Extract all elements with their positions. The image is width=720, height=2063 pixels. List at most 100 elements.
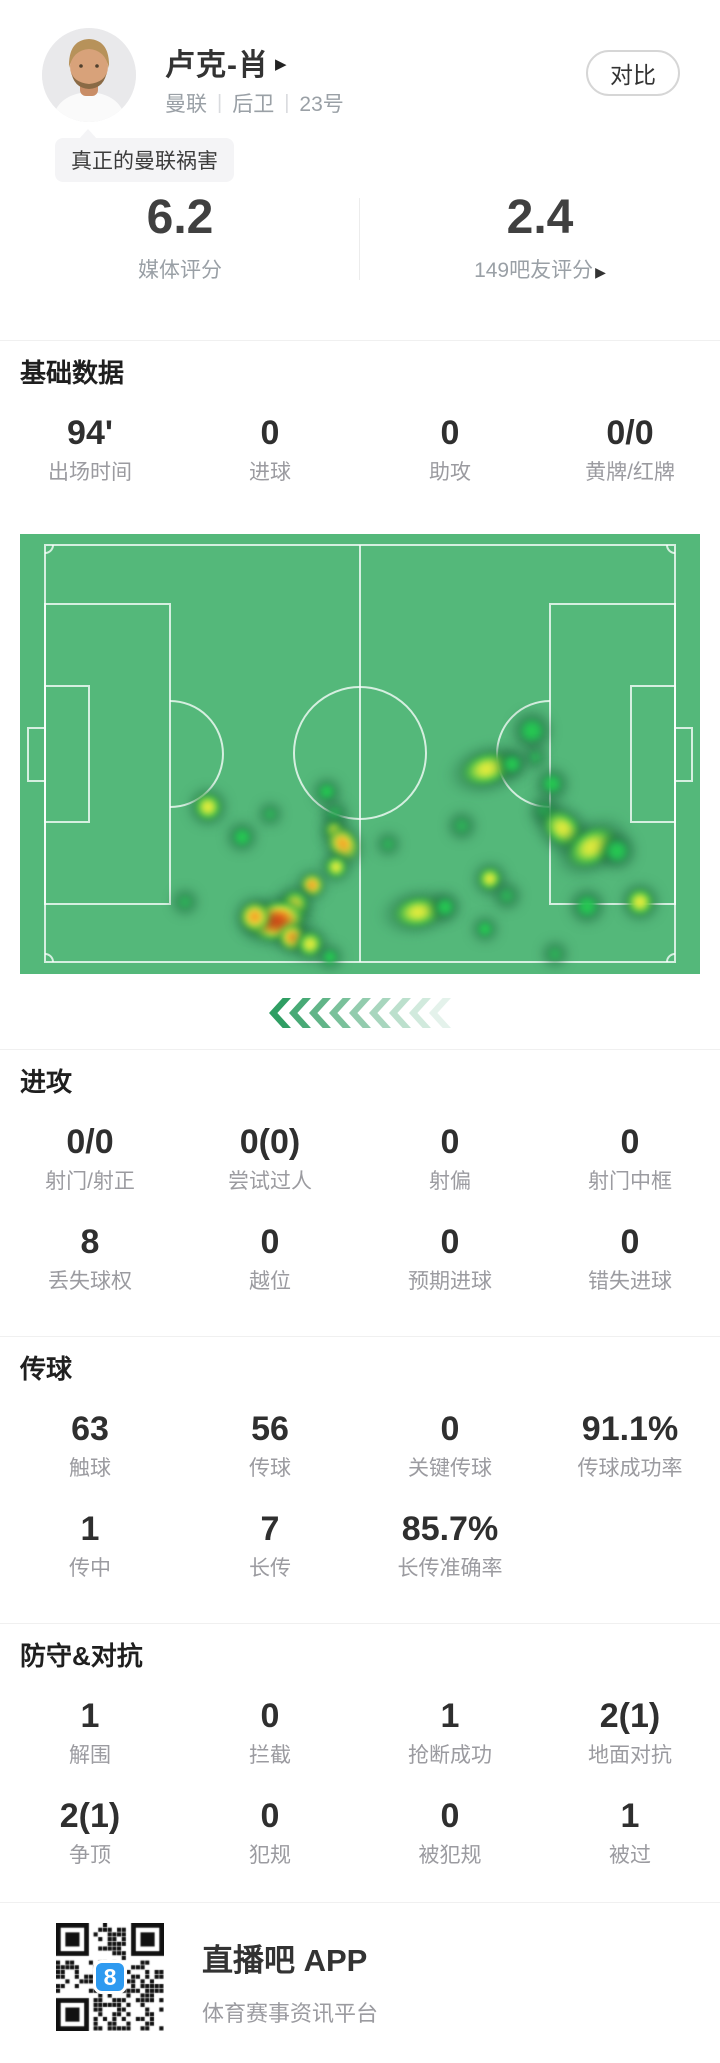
- player-avatar[interactable]: [42, 28, 136, 122]
- heat-blob: [169, 886, 201, 918]
- section-divider: [0, 1336, 720, 1337]
- heat-blob: [539, 938, 571, 970]
- stat-value: 0: [440, 1797, 460, 1835]
- heat-blob: [564, 883, 610, 929]
- stat-label: 错失进球: [588, 1270, 672, 1293]
- stat-cell: 8 丢失球权: [0, 1220, 180, 1298]
- compare-button[interactable]: 对比: [586, 50, 680, 96]
- heat-blob: [497, 749, 527, 779]
- stat-value: 94': [67, 414, 113, 452]
- stat-value: 0: [440, 1223, 460, 1261]
- stat-cell: 91.1% 传球成功率: [540, 1407, 720, 1485]
- ratings: 6.2 媒体评分 2.4 149吧友评分 ▶: [0, 190, 720, 290]
- heat-blob: [492, 744, 532, 784]
- section-title: 基础数据: [20, 358, 125, 388]
- heat-blob: [531, 763, 573, 805]
- stat-label: 关键传球: [408, 1457, 492, 1480]
- stat-cell: 0/0 射门/射正: [0, 1120, 180, 1198]
- stat-value: 0: [440, 1410, 460, 1448]
- stat-value: 0: [260, 1697, 280, 1735]
- heat-blob: [437, 730, 537, 808]
- pitch-markings: [27, 544, 693, 963]
- header: 卢克-肖 ▶ 曼联 | 后卫 | 23号 对比 真正的曼联祸害: [0, 0, 720, 190]
- fans-rating[interactable]: 2.4 149吧友评分 ▶: [360, 190, 720, 290]
- stat-label: 抢断成功: [408, 1744, 492, 1767]
- stat-value: 1: [80, 1697, 100, 1735]
- stat-cell: 1 传中: [0, 1507, 180, 1585]
- heat-blob: [240, 890, 314, 952]
- chevron-left-icon: [369, 998, 391, 1028]
- heat-blob: [530, 796, 560, 826]
- badge-tail: [79, 129, 97, 139]
- heat-blob: [227, 822, 257, 852]
- stat-value: 1: [620, 1797, 640, 1835]
- stat-cell: 1 解围: [0, 1694, 180, 1772]
- section-divider: [0, 1902, 720, 1903]
- meta-separator: |: [284, 91, 290, 114]
- player-tag-badge: 真正的曼联祸害: [55, 129, 234, 182]
- heat-blob: [173, 890, 197, 914]
- stat-cell: 0 拦截: [180, 1694, 360, 1772]
- stat-value: 8: [80, 1223, 100, 1261]
- heat-blob: [493, 882, 521, 910]
- heat-blob: [550, 809, 634, 885]
- heat-blob: [271, 880, 319, 928]
- stat-row: 1 解围 0 拦截 1 抢断成功 2(1) 地面对抗: [0, 1694, 720, 1772]
- section-rows: 1 解围 0 拦截 1 抢断成功 2(1) 地面对抗 2(1) 争顶 0 犯规 0 被犯规 1 被过: [0, 1694, 720, 1872]
- heat-blob: [512, 711, 552, 751]
- stat-label: 出场时间: [48, 461, 132, 484]
- stat-cell: 1 被过: [540, 1794, 720, 1872]
- app-logo-glyph: 8: [103, 1963, 117, 1990]
- stat-value: 0: [260, 1797, 280, 1835]
- heat-blob: [322, 818, 346, 842]
- stat-cell: 0 助攻: [360, 411, 540, 489]
- stat-value: 0: [260, 1223, 280, 1261]
- heat-blob: [318, 814, 350, 846]
- heat-blob: [287, 921, 333, 967]
- heat-blob: [292, 865, 332, 905]
- chevron-left-icon: [329, 998, 351, 1028]
- section-basic-stats: 基础数据 94' 出场时间 0 进球 0 助攻 0/0 黄牌/红牌: [0, 341, 720, 489]
- heat-blob: [616, 878, 664, 926]
- heat-blob: [314, 941, 346, 973]
- heat-blob: [430, 892, 460, 922]
- stat-label: 尝试过人: [228, 1170, 312, 1193]
- qr-code: 8: [56, 1923, 164, 2031]
- heat-blob: [321, 800, 349, 828]
- heat-blob: [489, 878, 525, 914]
- stat-value: 0: [620, 1123, 640, 1161]
- heat-blob: [515, 782, 611, 876]
- player-name: 卢克-肖: [165, 49, 269, 82]
- heat-blob: [599, 833, 635, 869]
- stat-label: 黄牌/红牌: [585, 461, 675, 484]
- badge-label: 真正的曼联祸害: [71, 150, 218, 173]
- heat-blob: [309, 774, 345, 810]
- stat-row: 1 传中 7 长传 85.7% 长传准确率: [0, 1507, 720, 1585]
- heat-blob: [506, 705, 558, 757]
- heat-blob: [373, 829, 403, 859]
- stat-cell: 2(1) 地面对抗: [540, 1694, 720, 1772]
- chevron-left-icon: [349, 998, 371, 1028]
- stat-label: 长传: [249, 1557, 291, 1580]
- section-rows: 63 触球 56 传球 0 关键传球 91.1% 传球成功率 1 传中 7 长传 85.7% 长传准确率: [0, 1407, 720, 1585]
- section-title: 进攻: [20, 1067, 73, 1097]
- player-name-row[interactable]: 卢克-肖 ▶: [165, 40, 287, 84]
- stat-cell: 0 射门中框: [540, 1120, 720, 1198]
- heat-blob: [469, 913, 501, 945]
- section-divider: [0, 1623, 720, 1624]
- arrow-right-icon: ▶: [595, 264, 606, 280]
- heat-blob: [321, 852, 351, 882]
- stat-label: 地面对抗: [588, 1744, 672, 1767]
- heat-blob: [313, 778, 341, 806]
- attack-direction-arrows: [0, 998, 720, 1028]
- heat-blob: [525, 791, 565, 831]
- stat-cell: 7 长传: [180, 1507, 360, 1585]
- stat-value: 0/0: [606, 414, 654, 452]
- stat-label: 犯规: [249, 1844, 291, 1867]
- stat-label: 丢失球权: [48, 1270, 132, 1293]
- stat-row: 94' 出场时间 0 进球 0 助攻 0/0 黄牌/红牌: [0, 411, 720, 489]
- heat-blob: [520, 742, 550, 772]
- stat-label: 传球成功率: [577, 1457, 683, 1480]
- heat-blob: [269, 914, 315, 960]
